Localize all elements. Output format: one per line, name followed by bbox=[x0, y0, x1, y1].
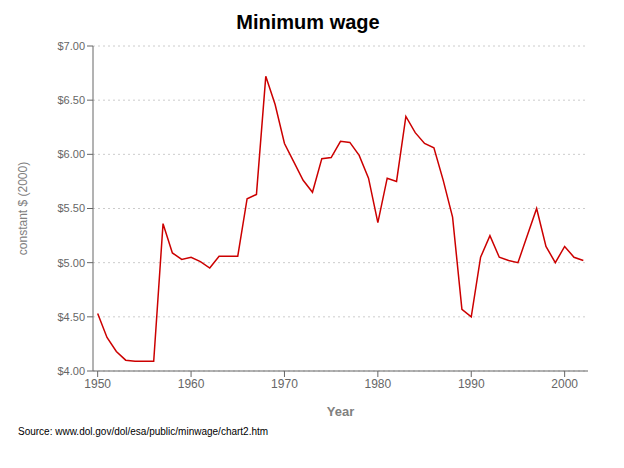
svg-text:$6.50: $6.50 bbox=[57, 94, 85, 106]
svg-text:1980: 1980 bbox=[365, 377, 392, 391]
svg-text:$7.00: $7.00 bbox=[57, 40, 85, 52]
svg-text:$6.00: $6.00 bbox=[57, 148, 85, 160]
html-text:Source: www.dol.gov/dol/esa/pu: Source: www.dol.gov/dol/esa/public/minwa… bbox=[18, 426, 269, 437]
svg-text:$5.50: $5.50 bbox=[57, 202, 85, 214]
svg-text:$4.00: $4.00 bbox=[57, 365, 85, 377]
svg-text:1960: 1960 bbox=[178, 377, 205, 391]
svg-text:1990: 1990 bbox=[458, 377, 485, 391]
svg-text:$5.00: $5.00 bbox=[57, 257, 85, 269]
svg-text:Year: Year bbox=[327, 404, 354, 419]
svg-text:$4.50: $4.50 bbox=[57, 311, 85, 323]
svg-text:2000: 2000 bbox=[551, 377, 578, 391]
svg-text:constant $ (2000): constant $ (2000) bbox=[16, 162, 30, 255]
svg-text:1950: 1950 bbox=[84, 377, 111, 391]
html-text:Minimum wage: Minimum wage bbox=[236, 11, 380, 33]
svg-text:1970: 1970 bbox=[271, 377, 298, 391]
